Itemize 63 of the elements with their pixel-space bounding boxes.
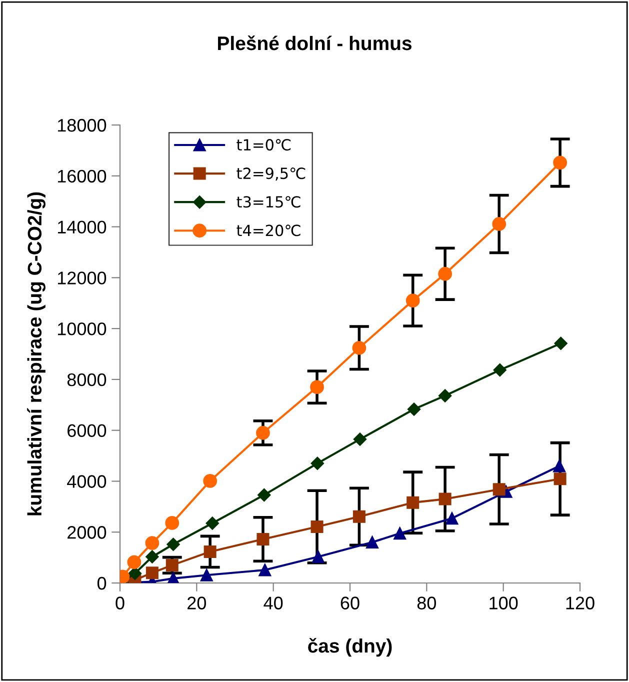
point <box>553 460 566 472</box>
point <box>200 568 213 582</box>
point <box>352 510 366 523</box>
point <box>438 492 452 506</box>
x-tick-label: 100 <box>490 596 518 610</box>
point <box>312 550 324 564</box>
y-tick-label: 10000 <box>58 322 106 336</box>
point <box>166 538 180 551</box>
point <box>165 516 180 530</box>
point <box>438 389 452 402</box>
legend-label: t2=9,5℃ <box>236 168 306 181</box>
x-axis-title: čas (dny) <box>308 638 392 657</box>
point <box>203 474 218 488</box>
legend-label: t3=15℃ <box>236 196 300 208</box>
chart-title: Plešné dolní - humus <box>218 36 412 50</box>
y-axis-title: kumulativní respirace (ug C-CO2/g) <box>27 192 46 516</box>
point <box>438 266 452 281</box>
point <box>310 380 324 394</box>
x-tick-label: 0 <box>116 596 124 610</box>
x-tick-label: 40 <box>264 596 283 610</box>
point <box>146 550 159 564</box>
point <box>128 566 142 580</box>
point <box>310 456 324 470</box>
point <box>554 472 566 486</box>
point <box>204 545 216 558</box>
x-tick-label: 20 <box>188 596 206 610</box>
point <box>310 520 324 534</box>
legend-label: t1=0℃ <box>236 139 291 151</box>
point <box>394 527 406 540</box>
point <box>493 363 506 377</box>
y-tick-label: 0 <box>97 576 106 590</box>
point <box>256 426 270 440</box>
point <box>127 555 142 570</box>
point <box>146 566 158 580</box>
point <box>353 432 367 446</box>
point <box>258 488 271 502</box>
y-tick-label: 6000 <box>68 424 106 438</box>
point <box>492 217 506 231</box>
point <box>407 402 421 416</box>
y-tick-label: 16000 <box>58 170 106 183</box>
y-tick-label: 8000 <box>67 373 106 386</box>
point <box>492 483 506 496</box>
point <box>366 536 378 549</box>
y-tick-label: 12000 <box>58 272 106 284</box>
point <box>553 156 568 170</box>
point <box>166 558 178 572</box>
point <box>406 294 420 308</box>
legend-label: t4=20℃ <box>236 224 300 236</box>
x-tick-label: 60 <box>340 596 360 610</box>
point <box>446 512 458 525</box>
x-tick-label: 80 <box>417 596 436 610</box>
y-tick-label: 18000 <box>58 118 106 132</box>
x-tick-label: 120 <box>566 596 594 610</box>
y-tick-label: 14000 <box>58 220 106 234</box>
y-tick-label: 4000 <box>67 475 106 488</box>
point <box>352 340 366 355</box>
point <box>554 336 568 350</box>
y-tick-label: 2000 <box>68 526 106 539</box>
point <box>406 496 420 509</box>
point <box>206 516 219 530</box>
point <box>256 532 270 546</box>
point <box>145 536 160 550</box>
point <box>258 564 272 576</box>
